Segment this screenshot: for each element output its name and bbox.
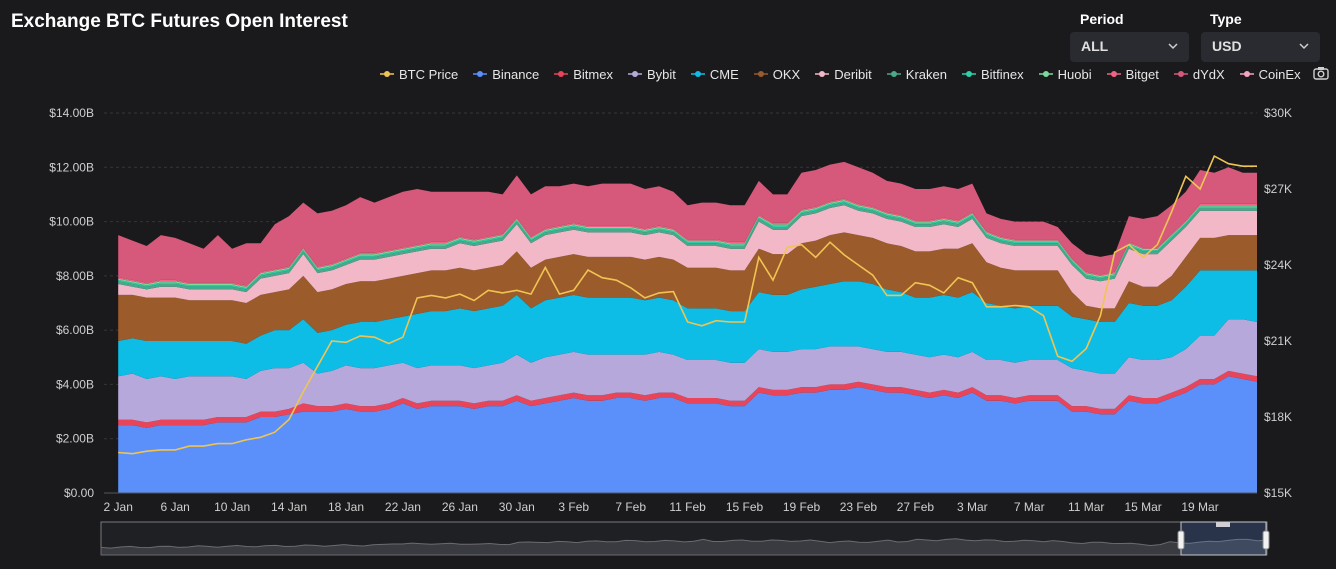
btc-price-line bbox=[118, 154, 1257, 455]
legend-item-deribit[interactable]: Deribit bbox=[815, 67, 872, 82]
x-tick-label: 2 Jan bbox=[104, 500, 133, 514]
y-left-tick-label: $14.00B bbox=[49, 106, 94, 120]
legend-marker-icon bbox=[554, 71, 569, 77]
x-tick-label: 11 Feb bbox=[669, 500, 706, 514]
x-tick-label: 26 Jan bbox=[442, 500, 478, 514]
legend-marker-icon bbox=[815, 71, 830, 77]
x-tick-label: 14 Jan bbox=[271, 500, 307, 514]
legend-label: Deribit bbox=[834, 66, 872, 82]
x-tick-label: 10 Jan bbox=[214, 500, 250, 514]
legend-item-okx[interactable]: OKX bbox=[753, 66, 801, 82]
legend-marker-icon bbox=[690, 71, 705, 77]
x-tick-label: 3 Mar bbox=[957, 500, 988, 514]
y-left-tick-label: $10.00B bbox=[49, 215, 94, 229]
chart-legend: BTC Price Binance Bitmex Bybit CME OKX Deribit… bbox=[380, 64, 1301, 84]
type-label: Type bbox=[1210, 11, 1242, 27]
y-left-tick-label: $0.00 bbox=[64, 486, 94, 500]
navigator-grip[interactable] bbox=[1216, 522, 1230, 527]
legend-label: Binance bbox=[492, 66, 540, 82]
legend-item-bitget[interactable]: Bitget bbox=[1106, 66, 1159, 82]
legend-label: CME bbox=[709, 66, 739, 82]
x-tick-label: 23 Feb bbox=[840, 500, 878, 514]
y-left-tick-label: $12.00B bbox=[49, 160, 94, 174]
x-tick-label: 22 Jan bbox=[385, 500, 421, 514]
legend-item-bitfinex[interactable]: Bitfinex bbox=[962, 67, 1024, 82]
page-title: Exchange BTC Futures Open Interest bbox=[11, 11, 348, 32]
x-tick-label: 3 Feb bbox=[558, 500, 589, 514]
legend-label: BTC Price bbox=[399, 66, 459, 82]
y-left-tick-label: $8.00B bbox=[56, 269, 94, 283]
legend-marker-icon bbox=[1239, 71, 1254, 77]
x-tick-label: 18 Jan bbox=[328, 500, 364, 514]
y-right-tick-label: $15K bbox=[1264, 486, 1292, 500]
legend-marker-icon bbox=[380, 71, 394, 77]
legend-marker-icon bbox=[962, 71, 976, 77]
x-tick-label: 7 Feb bbox=[615, 500, 646, 514]
legend-marker-icon bbox=[886, 71, 901, 77]
area-series-bybit bbox=[118, 319, 1258, 423]
chevron-down-icon bbox=[1168, 43, 1178, 50]
legend-marker-icon bbox=[1106, 71, 1121, 77]
legend-marker-icon bbox=[627, 71, 642, 77]
y-right-tick-label: $27K bbox=[1264, 182, 1292, 196]
navigator-frame bbox=[100, 521, 1268, 556]
legend-item-huobi[interactable]: Huobi bbox=[1038, 66, 1092, 82]
x-tick-label: 30 Jan bbox=[499, 500, 535, 514]
y-right-tick-label: $30K bbox=[1264, 106, 1292, 120]
area-series-bitmex bbox=[118, 370, 1258, 428]
y-right-tick-label: $24K bbox=[1264, 258, 1292, 272]
x-tick-label: 7 Mar bbox=[1014, 500, 1045, 514]
legend-label: CoinEx bbox=[1258, 66, 1301, 82]
legend-label: Kraken bbox=[905, 66, 947, 82]
legend-item-cme[interactable]: CME bbox=[690, 66, 739, 82]
navigator-selection[interactable] bbox=[1180, 521, 1267, 556]
legend-marker-icon bbox=[753, 71, 768, 77]
navigator-series bbox=[100, 538, 1268, 556]
legend-item-kraken[interactable]: Kraken bbox=[886, 66, 947, 82]
area-series-dydx bbox=[118, 161, 1258, 286]
x-tick-label: 11 Mar bbox=[1068, 500, 1104, 514]
legend-item-coinex[interactable]: CoinEx bbox=[1239, 66, 1301, 82]
legend-label: Bybit bbox=[646, 66, 676, 82]
legend-label: Bitmex bbox=[573, 66, 613, 82]
legend-item-bybit[interactable]: Bybit bbox=[627, 66, 676, 82]
period-label: Period bbox=[1080, 11, 1124, 27]
legend-item-btc-price[interactable]: BTC Price bbox=[380, 67, 458, 82]
y-left-tick-label: $2.00B bbox=[56, 432, 94, 446]
type-value: USD bbox=[1212, 38, 1242, 54]
y-right-tick-label: $21K bbox=[1264, 334, 1292, 348]
navigator-handle-right[interactable] bbox=[1262, 530, 1270, 550]
legend-item-binance[interactable]: Binance bbox=[473, 67, 539, 82]
legend-label: Bitfinex bbox=[981, 66, 1024, 82]
y-left-tick-label: $4.00B bbox=[56, 377, 94, 391]
x-tick-label: 6 Jan bbox=[160, 500, 189, 514]
legend-item-bitmex[interactable]: Bitmex bbox=[554, 67, 613, 82]
x-tick-label: 19 Feb bbox=[783, 500, 821, 514]
camera-icon[interactable] bbox=[1313, 66, 1329, 80]
chevron-down-icon bbox=[1299, 43, 1309, 50]
legend-item-dydx[interactable]: dYdX bbox=[1173, 66, 1225, 82]
open-interest-chart: $0.00 $2.00B $4.00B $6.00B $8.00B $10.00B $12.… bbox=[49, 106, 1292, 514]
legend-marker-icon bbox=[1173, 71, 1188, 77]
legend-label: OKX bbox=[772, 66, 801, 82]
legend-marker-icon bbox=[473, 71, 488, 77]
legend-label: Bitget bbox=[1125, 66, 1159, 82]
area-series-deribit bbox=[118, 205, 1258, 309]
period-select[interactable]: ALL bbox=[1070, 32, 1189, 62]
area-series-cme bbox=[118, 270, 1258, 379]
type-select[interactable]: USD bbox=[1201, 32, 1320, 62]
period-value: ALL bbox=[1081, 38, 1109, 54]
legend-label: Huobi bbox=[1057, 66, 1092, 82]
navigator-handle-left[interactable] bbox=[1177, 530, 1185, 550]
y-right-tick-label: $18K bbox=[1264, 410, 1292, 424]
area-series-okx bbox=[118, 232, 1258, 344]
legend-marker-icon bbox=[1038, 71, 1053, 77]
x-tick-label: 15 Mar bbox=[1124, 500, 1161, 514]
x-tick-label: 27 Feb bbox=[897, 500, 935, 514]
x-tick-label: 15 Feb bbox=[726, 500, 764, 514]
y-left-tick-label: $6.00B bbox=[56, 323, 94, 337]
legend-label: dYdX bbox=[1192, 66, 1225, 82]
area-series-binance bbox=[118, 376, 1258, 493]
x-tick-label: 19 Mar bbox=[1181, 500, 1218, 514]
